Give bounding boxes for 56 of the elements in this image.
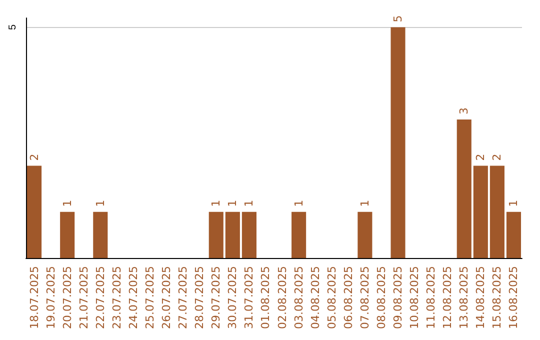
bar <box>506 212 522 258</box>
x-tick-label: 09.08.2025 <box>392 266 404 330</box>
bar <box>358 212 372 258</box>
data-label: 1 <box>507 200 520 207</box>
x-tick-label: 23.07.2025 <box>110 266 124 330</box>
x-tick-label: 25.07.2025 <box>144 266 156 330</box>
x-tick-label: 24.07.2025 <box>126 266 140 330</box>
x-tick-label: 29.07.2025 <box>210 266 223 330</box>
x-tick-label: 07.08.2025 <box>358 266 372 330</box>
data-label: 5 <box>392 15 404 22</box>
x-tick-label: 20.07.2025 <box>60 266 74 330</box>
data-label: 1 <box>60 200 74 207</box>
bar <box>456 120 472 258</box>
x-tick-label: 11.08.2025 <box>424 266 438 330</box>
bar <box>93 212 108 258</box>
bar <box>292 212 306 258</box>
bar <box>26 166 42 258</box>
x-tick-label: 14.08.2025 <box>474 266 488 330</box>
bar <box>473 166 488 258</box>
x-tick-label: 01.08.2025 <box>259 266 272 330</box>
data-label: 2 <box>28 154 41 161</box>
x-tick-label: 28.07.2025 <box>193 266 206 330</box>
x-tick-label: 18.07.2025 <box>28 266 41 330</box>
x-tick-label: 10.08.2025 <box>408 266 422 330</box>
x-tick-label: 27.07.2025 <box>176 266 190 330</box>
data-label: 1 <box>292 200 306 207</box>
data-label: 1 <box>226 200 240 207</box>
x-tick-label: 02.08.2025 <box>276 266 289 330</box>
x-tick-label: 13.08.2025 <box>458 266 471 330</box>
data-label: 2 <box>474 154 488 161</box>
x-tick-label: 06.08.2025 <box>342 266 355 330</box>
x-tick-label: 21.07.2025 <box>77 266 90 330</box>
data-label: 1 <box>94 200 107 207</box>
data-label: 1 <box>210 200 223 207</box>
bar <box>225 212 240 258</box>
bar <box>390 27 406 258</box>
bar <box>60 212 75 258</box>
x-tick-label: 03.08.2025 <box>292 266 306 330</box>
data-label: 1 <box>242 200 256 207</box>
bar <box>208 212 224 258</box>
x-tick-label: 19.07.2025 <box>44 266 58 330</box>
bar <box>490 166 504 258</box>
data-label: 1 <box>358 200 372 207</box>
x-tick-label: 08.08.2025 <box>374 266 388 330</box>
x-tick-label: 05.08.2025 <box>325 266 338 330</box>
x-tick-label: 30.07.2025 <box>226 266 240 330</box>
x-tick-label: 26.07.2025 <box>160 266 174 330</box>
x-tick-label: 16.08.2025 <box>507 266 520 330</box>
x-tick-label: 31.07.2025 <box>242 266 256 330</box>
x-tick-label: 04.08.2025 <box>308 266 322 330</box>
bar <box>242 212 256 258</box>
data-label: 3 <box>458 108 471 115</box>
x-tick-label: 22.07.2025 <box>94 266 107 330</box>
x-tick-label: 12.08.2025 <box>441 266 454 330</box>
data-label: 2 <box>490 154 504 161</box>
x-tick-label: 15.08.2025 <box>490 266 504 330</box>
